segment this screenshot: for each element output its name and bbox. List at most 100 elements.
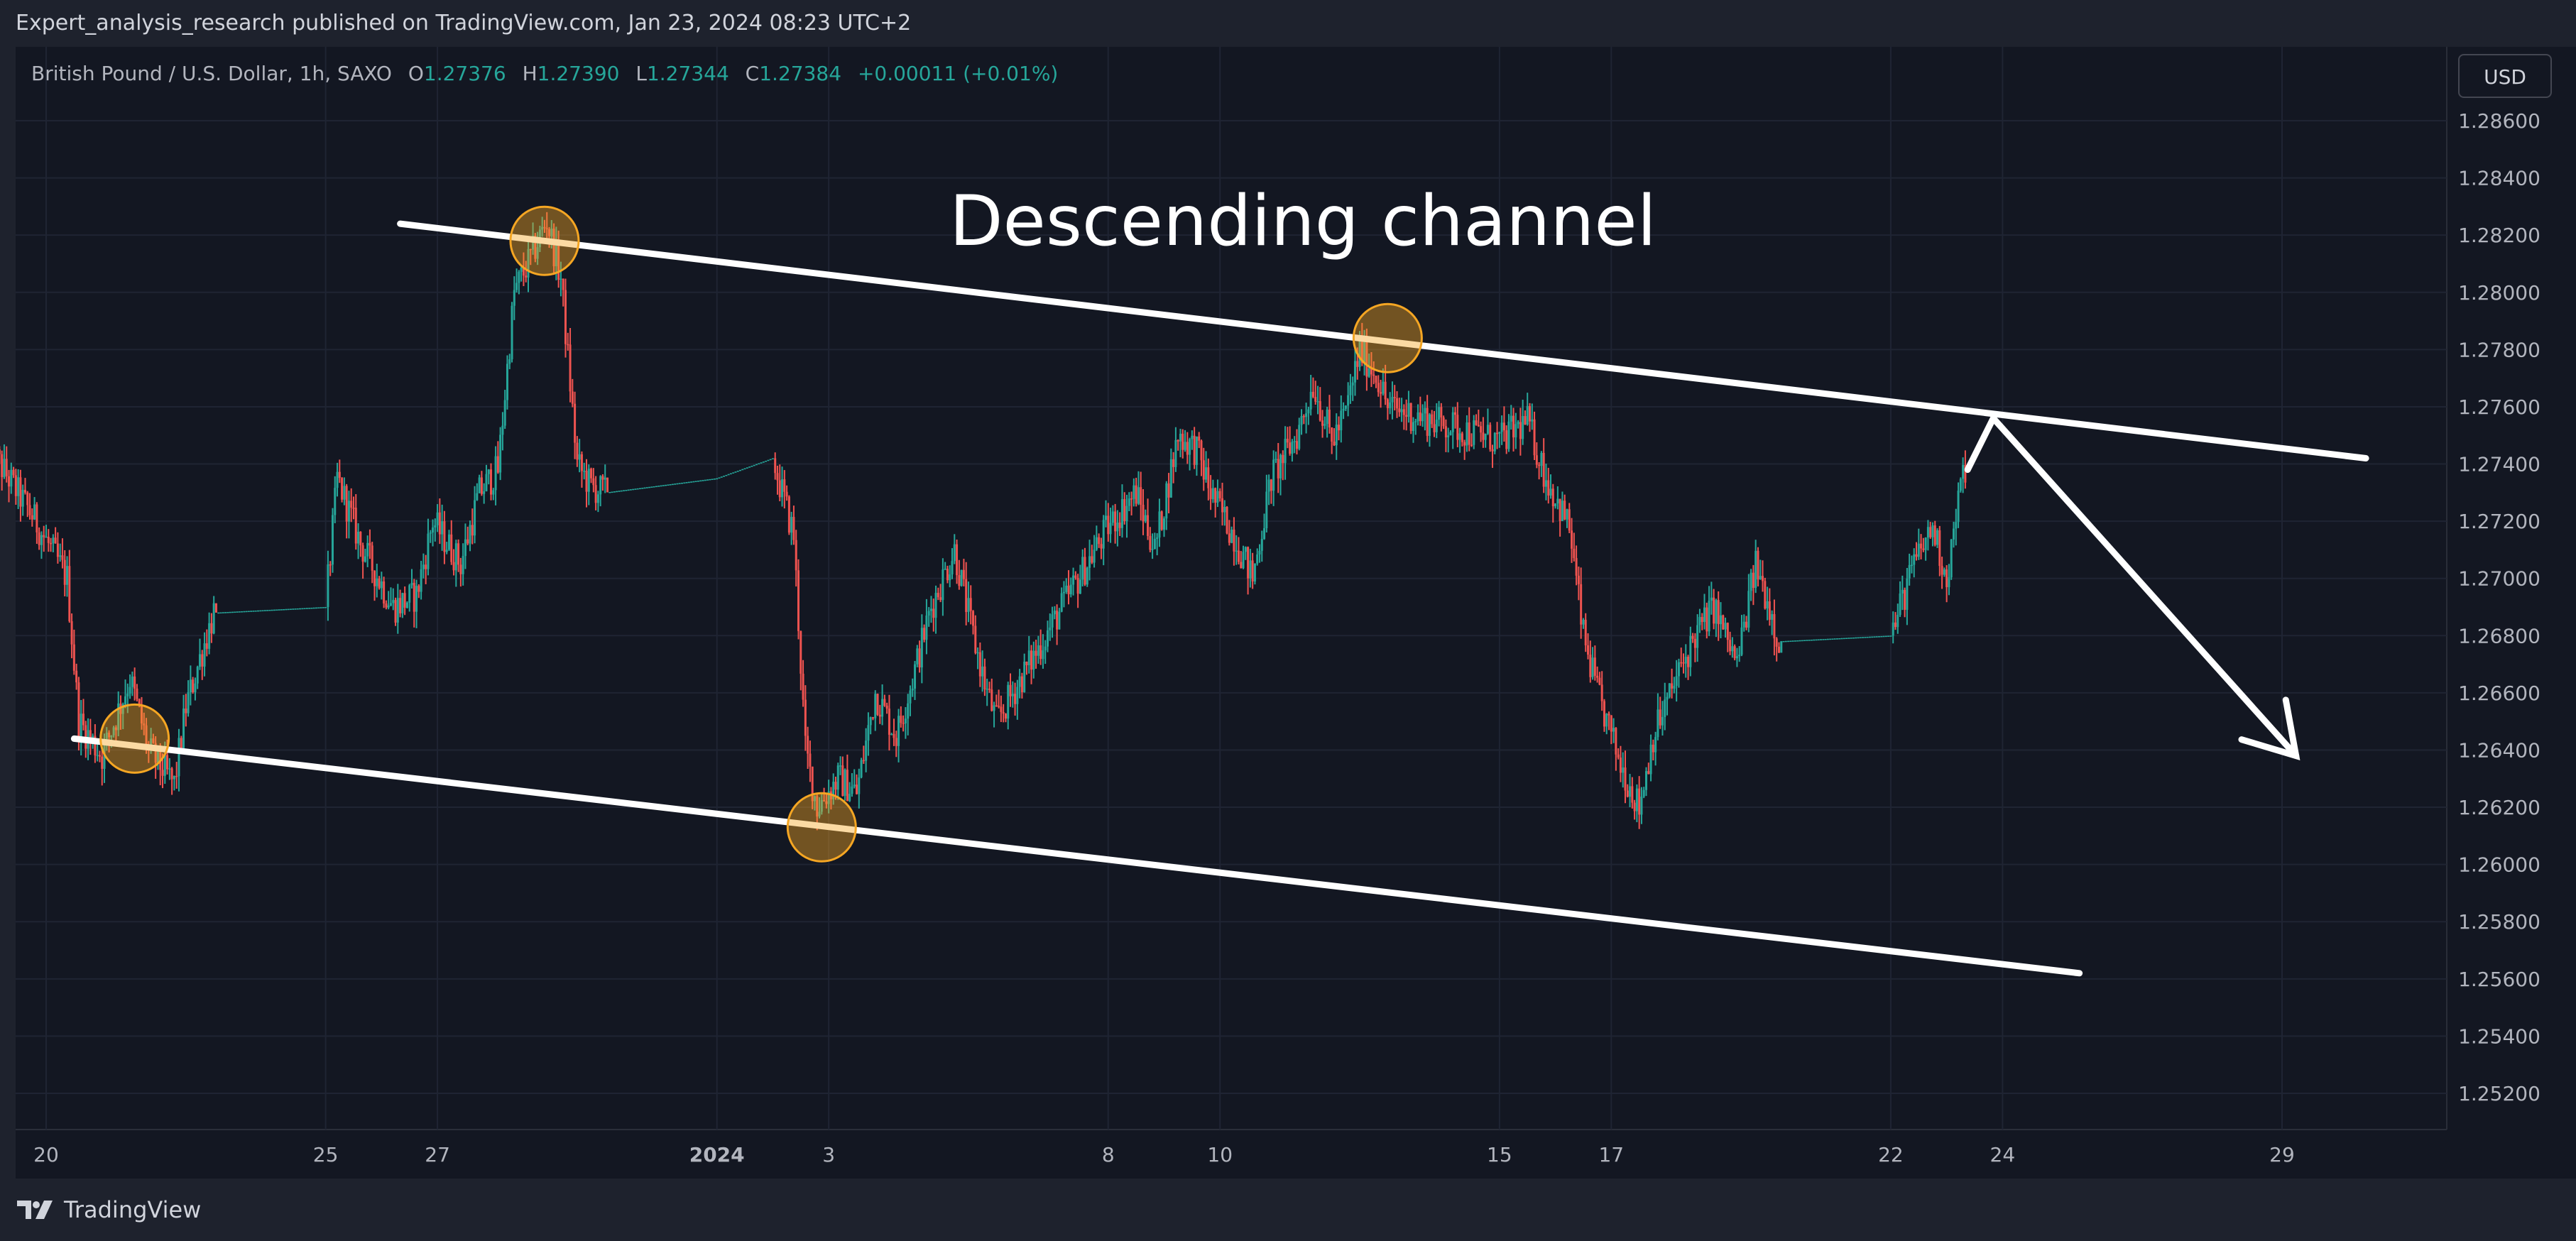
candle-body xyxy=(180,738,182,748)
candle-body xyxy=(809,753,812,767)
candle-body xyxy=(1591,657,1594,677)
candle-body xyxy=(706,479,709,481)
candle-body xyxy=(1726,623,1729,640)
candle-body xyxy=(1862,637,1865,638)
candle-body xyxy=(399,598,402,613)
candle-body xyxy=(874,694,877,718)
candle-body xyxy=(1023,661,1026,692)
candle-body xyxy=(1435,420,1438,432)
candle-body xyxy=(1848,638,1850,639)
symbol-legend[interactable]: British Pound / U.S. Dollar, 1h, SAXO O1… xyxy=(31,60,1058,88)
candle-body xyxy=(680,482,683,484)
candle-body xyxy=(1324,424,1326,426)
touch-point-marker xyxy=(99,703,170,774)
candle-body xyxy=(1691,635,1694,639)
candle-body xyxy=(219,612,222,614)
candle-body xyxy=(567,344,569,346)
tradingview-logo[interactable]: TradingView xyxy=(16,1193,201,1227)
candle-body xyxy=(283,609,285,611)
candle-body xyxy=(452,562,455,571)
candle-body xyxy=(867,725,870,741)
annotation-label: Descending channel xyxy=(949,181,1657,262)
candle-body xyxy=(625,490,628,491)
candle-body xyxy=(1402,409,1405,415)
candle-body xyxy=(1104,515,1107,520)
candle-body xyxy=(427,533,430,569)
candle-body xyxy=(82,714,84,726)
candle-body xyxy=(117,703,120,731)
candle-body xyxy=(825,801,828,804)
candle-body xyxy=(967,598,970,613)
candle-body xyxy=(790,517,793,533)
candle-body xyxy=(902,723,905,724)
candle-body xyxy=(359,531,362,546)
candle-body xyxy=(1549,488,1552,496)
candle-body xyxy=(1326,410,1328,425)
candle-body xyxy=(1260,539,1263,551)
candle-body xyxy=(1370,368,1372,375)
candle-body xyxy=(1137,487,1140,504)
candle-body xyxy=(201,654,204,667)
candle-body xyxy=(1561,501,1563,521)
candle-body xyxy=(1072,575,1075,585)
candle-body xyxy=(1349,385,1352,395)
candle-body xyxy=(981,666,984,677)
candle-body xyxy=(492,490,495,495)
candle-body xyxy=(182,709,185,748)
candle-body xyxy=(1931,525,1934,537)
candle-body xyxy=(1375,376,1377,383)
candle-body xyxy=(583,471,586,472)
candle-body xyxy=(1866,636,1869,638)
candle-body xyxy=(1198,436,1201,441)
candle-body xyxy=(1705,607,1708,632)
candle-body xyxy=(1631,786,1634,803)
candle-body xyxy=(1505,430,1508,449)
candle-body xyxy=(247,611,250,613)
candle-body xyxy=(1179,433,1181,442)
time-tick-label: 15 xyxy=(1487,1143,1512,1166)
candle-body xyxy=(865,740,868,761)
candle-body xyxy=(648,486,651,488)
candle-body xyxy=(1027,650,1030,665)
candle-body xyxy=(131,676,133,687)
candle-body xyxy=(1169,459,1172,498)
candle-body xyxy=(1340,410,1343,431)
candle-body xyxy=(608,491,611,493)
candle-body xyxy=(364,556,366,562)
candle-body xyxy=(634,488,637,490)
time-scale[interactable] xyxy=(16,1130,2576,1179)
candle-body xyxy=(1207,467,1210,488)
candle-body xyxy=(525,275,528,278)
price-tick-label: 1.28600 xyxy=(2458,109,2540,133)
candle-body xyxy=(1309,391,1312,410)
candle-body xyxy=(1100,544,1103,549)
candle-body xyxy=(1782,641,1785,643)
candle-body xyxy=(1353,361,1356,383)
candle-body xyxy=(234,611,236,613)
candle-body xyxy=(1098,537,1101,545)
touch-point-marker xyxy=(509,205,580,276)
candle-body xyxy=(1719,615,1722,625)
candle-body xyxy=(692,481,695,483)
candle-body xyxy=(1466,422,1468,446)
candle-body xyxy=(438,512,441,535)
price-scale[interactable] xyxy=(2447,47,2576,1130)
candle-body xyxy=(273,609,275,611)
candle-body xyxy=(827,791,830,804)
candle-body xyxy=(1840,638,1843,640)
candle-body xyxy=(1289,442,1292,454)
candle-body xyxy=(564,290,567,344)
candle-body xyxy=(604,477,606,480)
candle-body xyxy=(434,525,437,528)
candle-body xyxy=(476,493,479,501)
candle-body xyxy=(336,471,339,488)
candle-body xyxy=(1568,509,1571,531)
candle-body xyxy=(811,766,814,802)
currency-button[interactable]: USD xyxy=(2458,54,2552,98)
candle-body xyxy=(1438,407,1441,420)
candle-body xyxy=(1959,479,1962,491)
candle-body xyxy=(1768,601,1771,620)
candle-body xyxy=(1007,684,1010,719)
candle-body xyxy=(422,564,425,569)
